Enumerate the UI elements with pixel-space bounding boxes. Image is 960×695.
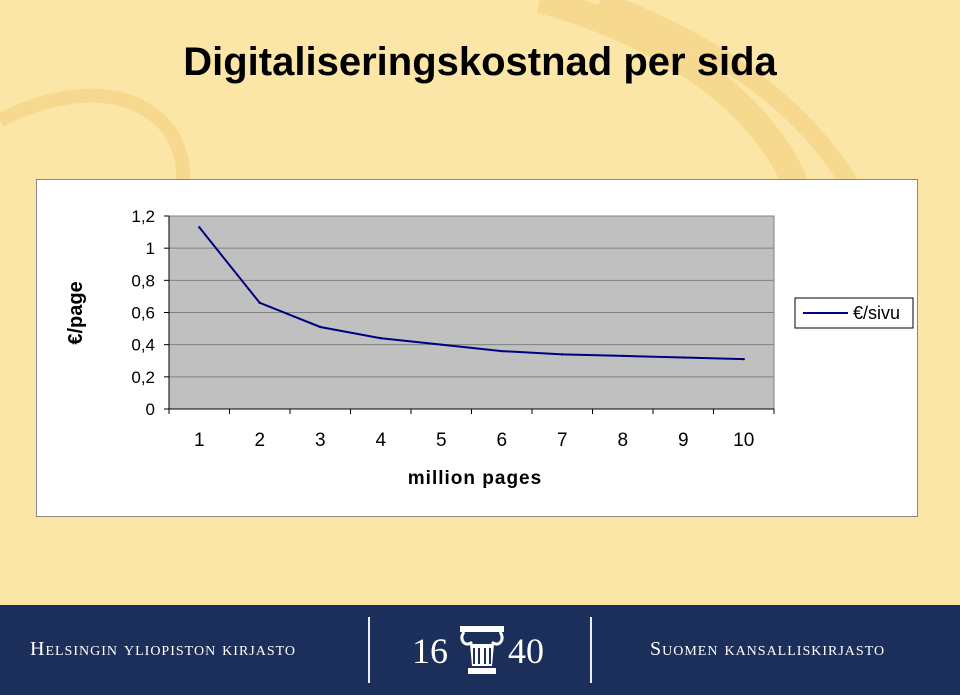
library-logo: 16 40 bbox=[412, 622, 552, 678]
data-point bbox=[561, 353, 564, 356]
logo-year-right: 40 bbox=[508, 631, 544, 671]
footer-right-text: Suomen kansalliskirjasto bbox=[650, 638, 886, 660]
data-point bbox=[621, 354, 624, 358]
x-tick-label: 10 bbox=[733, 430, 754, 451]
x-tick-label: 5 bbox=[436, 430, 447, 451]
x-tick-label: 2 bbox=[254, 430, 265, 451]
footer-bar: Helsingin yliopiston kirjasto 16 40 Suom… bbox=[0, 605, 960, 695]
x-tick-label: 9 bbox=[678, 430, 689, 451]
y-tick-label: 0 bbox=[146, 400, 155, 419]
y-tick-label: 0,4 bbox=[131, 336, 155, 355]
data-point bbox=[440, 343, 443, 346]
data-point bbox=[500, 349, 503, 353]
x-tick-label: 4 bbox=[375, 430, 386, 451]
footer-left-text: Helsingin yliopiston kirjasto bbox=[30, 638, 297, 660]
y-tick-label: 0,2 bbox=[131, 368, 155, 387]
data-point bbox=[258, 301, 261, 305]
series-line bbox=[198, 226, 744, 361]
y-tick-label: 0,8 bbox=[131, 271, 155, 290]
logo-year-left: 16 bbox=[412, 631, 448, 671]
footer-divider-right bbox=[590, 617, 592, 683]
data-point bbox=[742, 357, 745, 361]
y-axis-label: €/page bbox=[65, 281, 87, 344]
data-point bbox=[319, 325, 322, 329]
y-tick-label: 1 bbox=[146, 239, 155, 258]
x-axis-label: million pages bbox=[408, 468, 542, 489]
line-chart: 0 0,2 0,4 0,6 0,8 1 1,2 1 2 3 4 5 6 7 8 9 10 million page… bbox=[65, 207, 914, 489]
x-tick-label: 7 bbox=[557, 430, 568, 451]
x-tick-label: 6 bbox=[496, 430, 507, 451]
footer-divider-left bbox=[368, 617, 370, 683]
legend-label: €/sivu bbox=[853, 303, 900, 323]
column-capital-icon bbox=[460, 626, 504, 674]
data-point bbox=[682, 356, 685, 359]
x-tick-label: 3 bbox=[315, 430, 326, 451]
x-tick-label: 8 bbox=[617, 430, 628, 451]
x-tick-label: 1 bbox=[194, 430, 205, 451]
data-point bbox=[198, 226, 201, 229]
data-point bbox=[379, 337, 382, 340]
slide-title: Digitaliseringskostnad per sida bbox=[183, 40, 777, 84]
y-tick-label: 1,2 bbox=[131, 207, 155, 226]
y-tick-label: 0,6 bbox=[131, 304, 155, 323]
